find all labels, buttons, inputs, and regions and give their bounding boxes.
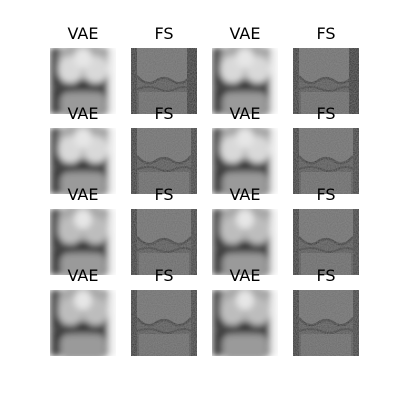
blurred-knee-image — [50, 48, 116, 114]
fs-mri-image — [293, 290, 359, 356]
blurred-knee-image — [212, 128, 278, 194]
panel-title: VAE — [229, 104, 261, 123]
panel-title: VAE — [67, 266, 99, 285]
blurred-knee-image — [212, 48, 278, 114]
blurred-knee-image — [50, 128, 116, 194]
panel-title: FS — [154, 104, 174, 123]
panel-title: VAE — [67, 104, 99, 123]
panel-title: FS — [316, 24, 336, 43]
vae-reconstruction-image — [212, 209, 278, 275]
panel-title: FS — [154, 185, 174, 204]
vae-reconstruction-image — [50, 290, 116, 356]
fs-mri-image — [131, 48, 197, 114]
knee-mri-slice — [293, 128, 359, 194]
panel-title: VAE — [229, 24, 261, 43]
panel-title: FS — [316, 266, 336, 285]
blurred-knee-image — [50, 209, 116, 275]
panel-title: FS — [154, 266, 174, 285]
knee-mri-slice — [131, 128, 197, 194]
blurred-knee-image — [50, 290, 116, 356]
fs-mri-image — [131, 128, 197, 194]
vae-reconstruction-image — [212, 48, 278, 114]
knee-mri-slice — [131, 48, 197, 114]
fs-mri-image — [293, 48, 359, 114]
blurred-knee-image — [212, 290, 278, 356]
fs-mri-image — [131, 290, 197, 356]
knee-mri-slice — [131, 290, 197, 356]
blurred-knee-image — [212, 209, 278, 275]
panel-title: VAE — [67, 24, 99, 43]
knee-mri-slice — [293, 290, 359, 356]
vae-reconstruction-image — [50, 209, 116, 275]
knee-mri-slice — [293, 209, 359, 275]
fs-mri-image — [131, 209, 197, 275]
vae-reconstruction-image — [212, 290, 278, 356]
panel-title: VAE — [67, 185, 99, 204]
knee-mri-slice — [293, 48, 359, 114]
panel-title: VAE — [229, 185, 261, 204]
knee-mri-slice — [131, 209, 197, 275]
vae-reconstruction-image — [50, 128, 116, 194]
fs-mri-image — [293, 209, 359, 275]
vae-reconstruction-image — [212, 128, 278, 194]
panel-title: FS — [154, 24, 174, 43]
fs-mri-image — [293, 128, 359, 194]
panel-title: FS — [316, 185, 336, 204]
vae-reconstruction-image — [50, 48, 116, 114]
panel-title: VAE — [229, 266, 261, 285]
panel-title: FS — [316, 104, 336, 123]
